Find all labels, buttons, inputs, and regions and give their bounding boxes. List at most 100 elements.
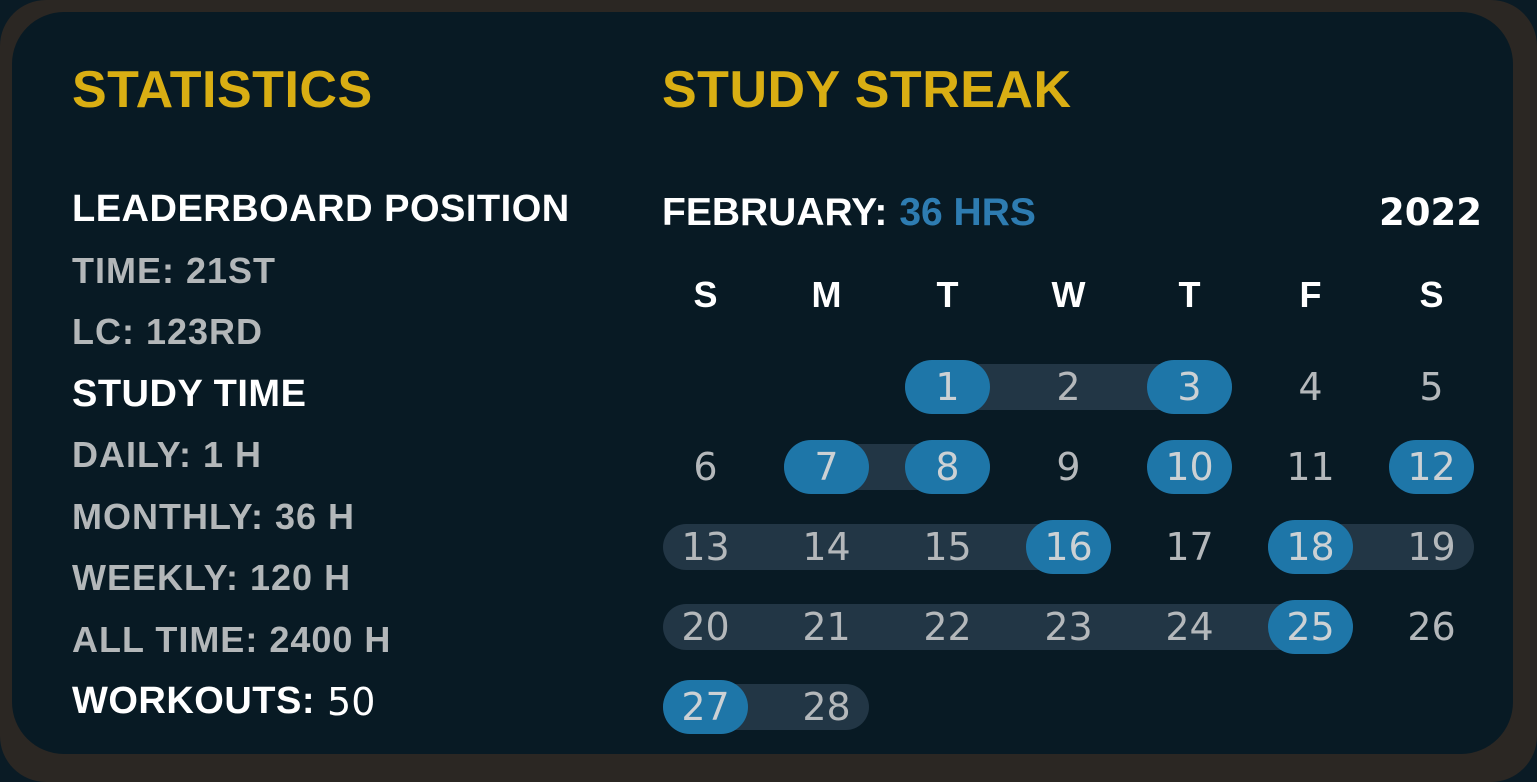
streak-range-bar [1371, 524, 1474, 570]
leaderboard-lc-rank: LC: 123RD [72, 311, 264, 352]
leaderboard-time-rank: TIME: 21ST [72, 249, 277, 291]
calendar-day-cell: 6 [645, 427, 766, 507]
streak-range-bar [663, 604, 766, 650]
studied-day-marker [1147, 440, 1232, 494]
day-number: 4 [1298, 365, 1323, 409]
streak-range-bar [766, 524, 887, 570]
study-time-alltime: ALL TIME: 2400 H [72, 618, 392, 660]
calendar-grid: 1 2 3 4 5 6 7 8 9 10 11 12 13 14 15 16 17 18 19 20 21 22 23 24 2… [645, 347, 1492, 747]
dashboard-panel: STATISTICS LEADERBOARD POSITION TIME: 21… [12, 12, 1513, 754]
calendar-day-cell: 13 [645, 507, 766, 587]
streak-range-bar [766, 684, 869, 730]
calendar-day-cell: 22 [887, 587, 1008, 667]
day-number: 13 [681, 525, 730, 569]
calendar-day-cell: 9 [1008, 427, 1129, 507]
calendar-day-cell: 17 [1129, 507, 1250, 587]
streak-range-bar [663, 524, 766, 570]
weekday-label: T [936, 274, 959, 315]
study-time-daily: DAILY: 1 H [72, 434, 263, 475]
calendar-day-cell: 8 [887, 427, 1008, 507]
statistics-section: LEADERBOARD POSITION TIME: 21ST LC: 123R… [72, 188, 632, 742]
studied-day-marker [663, 680, 748, 734]
studied-day-marker [1268, 600, 1353, 654]
calendar-day-cell: 25 [1250, 587, 1371, 667]
day-number: 18 [1286, 525, 1335, 569]
study-time-monthly: MONTHLY: 36 H [72, 495, 356, 537]
empty-day-cell [766, 347, 887, 427]
month-hours-value: 36 HRS [899, 191, 1036, 234]
streak-range-bar [887, 524, 1008, 570]
workouts-row: WORKOUTS: 50 [72, 680, 632, 742]
day-number: 10 [1165, 445, 1214, 489]
day-number: 17 [1165, 525, 1214, 569]
streak-range-bar [1129, 604, 1250, 650]
studied-day-marker [905, 440, 990, 494]
calendar-day-cell: 5 [1371, 347, 1492, 427]
day-number: 21 [802, 605, 851, 649]
calendar-day-cell: 26 [1371, 587, 1492, 667]
studied-day-marker [1026, 520, 1111, 574]
day-number: 1 [935, 365, 960, 409]
day-number: 9 [1056, 445, 1081, 489]
weekday-label: S [1419, 274, 1444, 315]
statistics-title: STATISTICS [72, 61, 373, 119]
calendar-day-cell: 15 [887, 507, 1008, 587]
day-number: 27 [681, 685, 730, 729]
weekday-label: T [1178, 274, 1201, 315]
calendar-day-cell: 10 [1129, 427, 1250, 507]
calendar-day-cell: 11 [1250, 427, 1371, 507]
streak-range-bar [1008, 604, 1129, 650]
calendar-day-cell: 24 [1129, 587, 1250, 667]
streak-range-bar [1008, 364, 1129, 410]
day-number: 6 [693, 445, 718, 489]
studied-day-marker [1147, 360, 1232, 414]
calendar-day-cell: 18 [1250, 507, 1371, 587]
month-summary-row: FEBRUARY: 36 HRS 2022 [662, 191, 1482, 235]
calendar-day-cell: 19 [1371, 507, 1492, 587]
study-streak-title: STUDY STREAK [662, 61, 1072, 119]
day-number: 20 [681, 605, 730, 649]
calendar-day-cell: 2 [1008, 347, 1129, 427]
weekday-label: F [1299, 274, 1322, 315]
studied-day-marker [1389, 440, 1474, 494]
weekday-label: S [693, 274, 718, 315]
study-time-heading: STUDY TIME [72, 372, 307, 415]
empty-day-cell [645, 347, 766, 427]
day-number: 25 [1286, 605, 1335, 649]
day-number: 22 [923, 605, 972, 649]
day-number: 24 [1165, 605, 1214, 649]
calendar-day-cell: 12 [1371, 427, 1492, 507]
calendar-day-cell: 7 [766, 427, 887, 507]
calendar-day-cell: 14 [766, 507, 887, 587]
calendar-day-cell: 27 [645, 667, 766, 747]
day-number: 7 [814, 445, 839, 489]
day-number: 14 [802, 525, 851, 569]
calendar-day-cell: 28 [766, 667, 887, 747]
day-number: 3 [1177, 365, 1202, 409]
weekday-label: M [811, 274, 842, 315]
calendar-day-cell: 23 [1008, 587, 1129, 667]
day-number: 8 [935, 445, 960, 489]
day-number: 2 [1056, 365, 1081, 409]
calendar-day-cell: 20 [645, 587, 766, 667]
studied-day-marker [1268, 520, 1353, 574]
month-hours-group: FEBRUARY: 36 HRS [662, 191, 1036, 235]
day-number: 23 [1044, 605, 1093, 649]
calendar-day-cell: 16 [1008, 507, 1129, 587]
streak-range-bar [887, 604, 1008, 650]
day-number: 16 [1044, 525, 1093, 569]
day-number: 15 [923, 525, 972, 569]
calendar-day-cell: 1 [887, 347, 1008, 427]
month-label: FEBRUARY: [662, 191, 888, 234]
calendar-day-cell: 3 [1129, 347, 1250, 427]
weekday-label: W [1051, 274, 1086, 315]
day-number: 26 [1407, 605, 1456, 649]
day-number: 5 [1419, 365, 1444, 409]
day-number: 19 [1407, 525, 1456, 569]
year-label: 2022 [1379, 191, 1482, 234]
calendar-day-cell: 21 [766, 587, 887, 667]
day-number: 11 [1286, 445, 1335, 489]
study-time-weekly: WEEKLY: 120 H [72, 557, 352, 598]
day-number: 12 [1407, 445, 1456, 489]
